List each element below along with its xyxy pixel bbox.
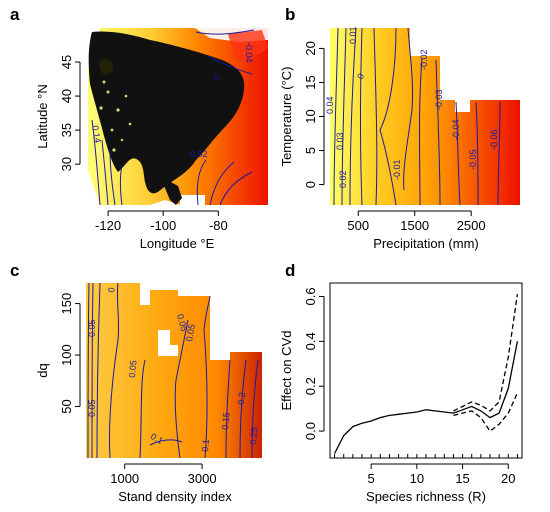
rug-d (334, 454, 518, 458)
x-tick-label: -100 (150, 218, 176, 233)
panel-c-heatmap: 0 0.05 0.05 0.05 0.1 0.1 0.15 0.2 0.25 -… (35, 282, 262, 504)
y-tick-label: 0.4 (303, 332, 318, 350)
series-line-ci-2 (453, 392, 518, 433)
x-tick-label: 20 (501, 471, 515, 486)
contour-label: -0.04 (244, 42, 254, 63)
x-tick-label: -120 (95, 218, 121, 233)
contour-labels-a: 0 -0.04 0.02 0.14 (90, 42, 254, 159)
y-tick-label: 100 (59, 344, 74, 366)
panel-letters: a b c d (10, 5, 295, 280)
contour-label: 0.03 (335, 132, 345, 150)
y-tick-label: 30 (59, 157, 74, 171)
contour-label: -0.02 (419, 49, 429, 70)
hole-mask-c (158, 330, 178, 356)
contour-labels-c: 0 0.05 0.05 0.05 0.1 0.1 0.15 0.2 0.25 -… (87, 287, 260, 453)
contour-label: 0.01 (348, 26, 358, 44)
speckle-dots-a (90, 80, 132, 152)
panel-letter-c: c (10, 261, 19, 280)
contour-label: -0.06 (489, 129, 499, 150)
y-tick-label: 5 (303, 147, 318, 154)
axes-d: 5 10 15 20 0.0 0.2 0.4 0.6 Species richness (R) E… (279, 282, 523, 504)
heatmap-surface-c (86, 283, 262, 458)
y-axis-title: Latitude °N (35, 84, 50, 148)
y-axis-title: Temperature (°C) (279, 67, 294, 167)
series-line-fit (334, 341, 519, 454)
x-axis-title: Longitude °E (140, 236, 215, 251)
contour-label: 0 (106, 287, 117, 294)
contours-b (333, 27, 501, 206)
x-tick-label: 10 (410, 471, 424, 486)
x-axis-title: Precipitation (mm) (373, 236, 478, 251)
plot-frame (329, 282, 523, 459)
y-tick-label: 40 (59, 89, 74, 103)
contour-label: 0.02 (190, 149, 208, 159)
panel-letter-b: b (285, 5, 295, 24)
contour-label: -0.04 (451, 119, 461, 140)
contour-label: 0.02 (338, 170, 348, 188)
x-axis-title: Species richness (R) (366, 489, 486, 504)
contour-label: 0.2 (236, 392, 247, 405)
contour-label: 0 (355, 72, 366, 81)
contours-c (87, 282, 259, 459)
contour-label: 0.14 (90, 125, 103, 144)
axes-b: 500 1500 2500 0 5 10 15 20 Precipitation (mm) Tem… (279, 41, 486, 251)
contour-label: 0.25 (248, 427, 259, 445)
y-tick-label: 0.2 (303, 377, 318, 395)
panel-letter-d: d (285, 261, 295, 280)
y-tick-label: 20 (303, 41, 318, 55)
contour-label: 0.05 (127, 360, 138, 378)
x-tick-label: 1500 (400, 218, 429, 233)
contour-label: 0.15 (220, 412, 231, 430)
axes-c: 1000 3000 50 100 150 Stand density index dq (35, 293, 232, 504)
contour-label: -0.03 (434, 89, 444, 110)
panel-a-map: 0 -0.04 0.02 0.14 -120 -100 -80 30 35 40 45 Lon… (35, 28, 268, 251)
x-tick-label: 3000 (188, 471, 217, 486)
x-axis-title: Stand density index (118, 489, 232, 504)
series-line-ci-1 (453, 294, 519, 412)
y-axis-title: dq (35, 363, 50, 377)
y-tick-label: 150 (59, 293, 74, 315)
contour-label: -0.05 (87, 399, 97, 420)
y-tick-label: 0.6 (303, 287, 318, 305)
heatmap-surface-b (330, 28, 520, 205)
panel-b-heatmap: 0.04 0.03 0.02 0.01 0 -0.01 -0.02 -0.03 … (279, 26, 520, 251)
contour-label: 0.05 (175, 313, 189, 333)
contour-label: -0.01 (392, 159, 402, 180)
y-tick-label: 10 (303, 109, 318, 123)
notch-mask-b (455, 100, 470, 112)
contours-a (91, 29, 255, 206)
contour-label: -0.05 (468, 149, 478, 170)
contour-label: 0.05 (184, 323, 197, 342)
y-tick-label: 0 (303, 181, 318, 188)
y-tick-label: 50 (59, 399, 74, 413)
x-tick-label: 2500 (457, 218, 486, 233)
x-tick-label: 500 (347, 218, 369, 233)
panel-letter-a: a (10, 5, 20, 24)
y-axis-title: Effect on CVd (279, 331, 294, 411)
contour-label: 0 (212, 72, 221, 83)
land-mask-a (88, 31, 245, 205)
y-tick-label: 35 (59, 123, 74, 137)
contour-label: -0.05 (87, 319, 97, 340)
contour-label: 0.1 (200, 439, 211, 452)
axes-a: -120 -100 -80 30 35 40 45 Longitude °E Latitude … (35, 55, 228, 251)
y-tick-label: 45 (59, 55, 74, 69)
y-tick-label: 0.0 (303, 422, 318, 440)
x-tick-label: 15 (455, 471, 469, 486)
contour-label: 0.04 (325, 96, 335, 114)
series-lines-d (334, 294, 519, 454)
x-tick-label: 5 (368, 471, 375, 486)
panel-d-line-chart: 5 10 15 20 0.0 0.2 0.4 0.6 Species richness (R) E… (279, 282, 523, 504)
y-tick-label: 15 (303, 75, 318, 89)
x-tick-label: -80 (209, 218, 228, 233)
x-tick-label: 1000 (110, 471, 139, 486)
contour-labels-b: 0.04 0.03 0.02 0.01 0 -0.01 -0.02 -0.03 … (325, 26, 499, 188)
